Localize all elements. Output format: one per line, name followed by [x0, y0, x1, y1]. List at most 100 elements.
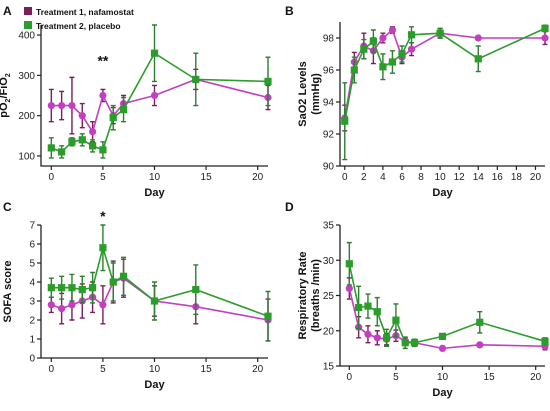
y-tick-label: 200: [18, 111, 35, 122]
data-point: [88, 128, 97, 136]
series-line: [51, 78, 269, 134]
x-tick-label: 2: [361, 172, 367, 183]
y-tick-label: 100: [18, 151, 35, 162]
x-axis-title: Day: [432, 387, 453, 399]
series-placebo: [47, 24, 272, 159]
series-placebo: [345, 241, 549, 350]
data-point: [47, 144, 55, 152]
data-point: [345, 260, 353, 268]
data-point: [58, 284, 66, 292]
y-tick-label: 20: [323, 326, 335, 337]
y-tick-label: 6: [29, 240, 35, 251]
y-axis-title: Respiratory Rate(breaths /min): [297, 251, 322, 339]
data-point: [58, 148, 66, 156]
data-point: [388, 58, 397, 66]
y-tick-label: 92: [323, 130, 335, 141]
data-point: [47, 101, 55, 110]
y-axis-title: pO2/FiO2: [0, 73, 12, 118]
x-tick-label: 8: [418, 172, 424, 183]
data-point: [379, 34, 387, 42]
x-tick-label: 20: [252, 364, 264, 375]
x-tick-label: 15: [201, 364, 213, 375]
data-point: [119, 106, 128, 114]
y-tick-label: 400: [18, 31, 35, 42]
y-tick-label: 4: [29, 278, 35, 289]
data-point: [264, 312, 272, 320]
x-tick-label: 0: [49, 364, 55, 375]
data-point: [119, 272, 128, 280]
series-placebo: [47, 224, 272, 342]
data-point: [150, 297, 159, 305]
y-tick-label: 7: [29, 221, 35, 232]
y-tick-label: 25: [323, 291, 335, 302]
data-point: [47, 284, 55, 292]
data-point: [476, 318, 484, 326]
panel-c: C 0 1 2 3 4 5 6 7 0 5 10 15 20 Day SOFA score *: [2, 200, 272, 391]
data-point: [58, 305, 66, 313]
data-point: [379, 63, 387, 71]
x-axis-title: Day: [144, 379, 165, 391]
data-point: [109, 114, 117, 122]
data-point: [99, 244, 107, 252]
panel-label: A: [3, 4, 12, 18]
panel-label: B: [285, 4, 294, 18]
y-tick-label: 30: [323, 256, 335, 267]
data-point: [364, 302, 372, 310]
data-point: [78, 136, 86, 144]
panel-label: C: [3, 200, 12, 214]
data-point: [398, 50, 406, 58]
x-axis-title: Day: [144, 187, 165, 199]
data-point: [438, 344, 447, 352]
y-tick-label: 90: [323, 162, 335, 173]
x-tick-label: 12: [454, 172, 466, 183]
panel-b: B 90 92 94 96 98 0 2 4 6 8 10 12 14 16 18 20 Day SaO2 Leve…: [285, 4, 549, 199]
legend-swatch: [24, 21, 32, 29]
data-point: [78, 286, 86, 294]
data-point: [192, 75, 200, 83]
data-point: [474, 55, 482, 63]
data-point: [350, 66, 358, 74]
data-point: [373, 334, 381, 342]
x-tick-label: 0: [347, 372, 353, 383]
x-tick-label: 15: [201, 172, 213, 183]
x-tick-label: 5: [100, 172, 106, 183]
significance-marker: **: [97, 52, 108, 68]
y-tick-label: 3: [29, 297, 35, 308]
data-point: [355, 303, 363, 312]
legend-label: Treatment 1, nafamostat: [36, 7, 134, 17]
x-axis-title: Day: [432, 187, 453, 199]
x-tick-label: 10: [435, 172, 447, 183]
legend: Treatment 1, nafamostat Treatment 2, plac…: [24, 7, 134, 31]
y-tick-label: 94: [323, 98, 335, 109]
y-tick-label: 96: [323, 66, 335, 77]
data-point: [436, 29, 444, 37]
x-tick-label: 5: [100, 364, 106, 375]
significance-marker: *: [100, 208, 106, 224]
x-tick-label: 20: [530, 172, 542, 183]
data-point: [192, 286, 200, 294]
y-tick-label: 98: [323, 34, 335, 45]
panel-a: A 100 200 300 400 0 5 10 15 20 Day pO2/FiO2 **: [0, 4, 272, 199]
data-point: [373, 308, 381, 316]
data-point: [341, 117, 349, 125]
x-tick-label: 14: [473, 172, 485, 183]
data-point: [407, 31, 416, 39]
data-point: [345, 284, 353, 293]
x-tick-label: 15: [484, 372, 496, 383]
x-tick-label: 5: [393, 372, 399, 383]
data-point: [58, 101, 66, 110]
data-point: [88, 142, 97, 150]
x-tick-label: 10: [149, 364, 161, 375]
y-axis-title: SOFA score: [2, 261, 14, 323]
x-tick-label: 18: [511, 172, 523, 183]
data-point: [438, 332, 447, 340]
data-point: [150, 49, 159, 57]
x-tick-label: 0: [49, 172, 55, 183]
series-line: [51, 244, 269, 317]
data-point: [541, 34, 549, 42]
data-point: [68, 284, 76, 292]
panel-d: D 15 20 25 30 35 0 5 10 15 20 Day Respiratory Rate(b…: [285, 200, 549, 399]
data-point: [360, 45, 368, 53]
y-tick-label: 300: [18, 71, 35, 82]
